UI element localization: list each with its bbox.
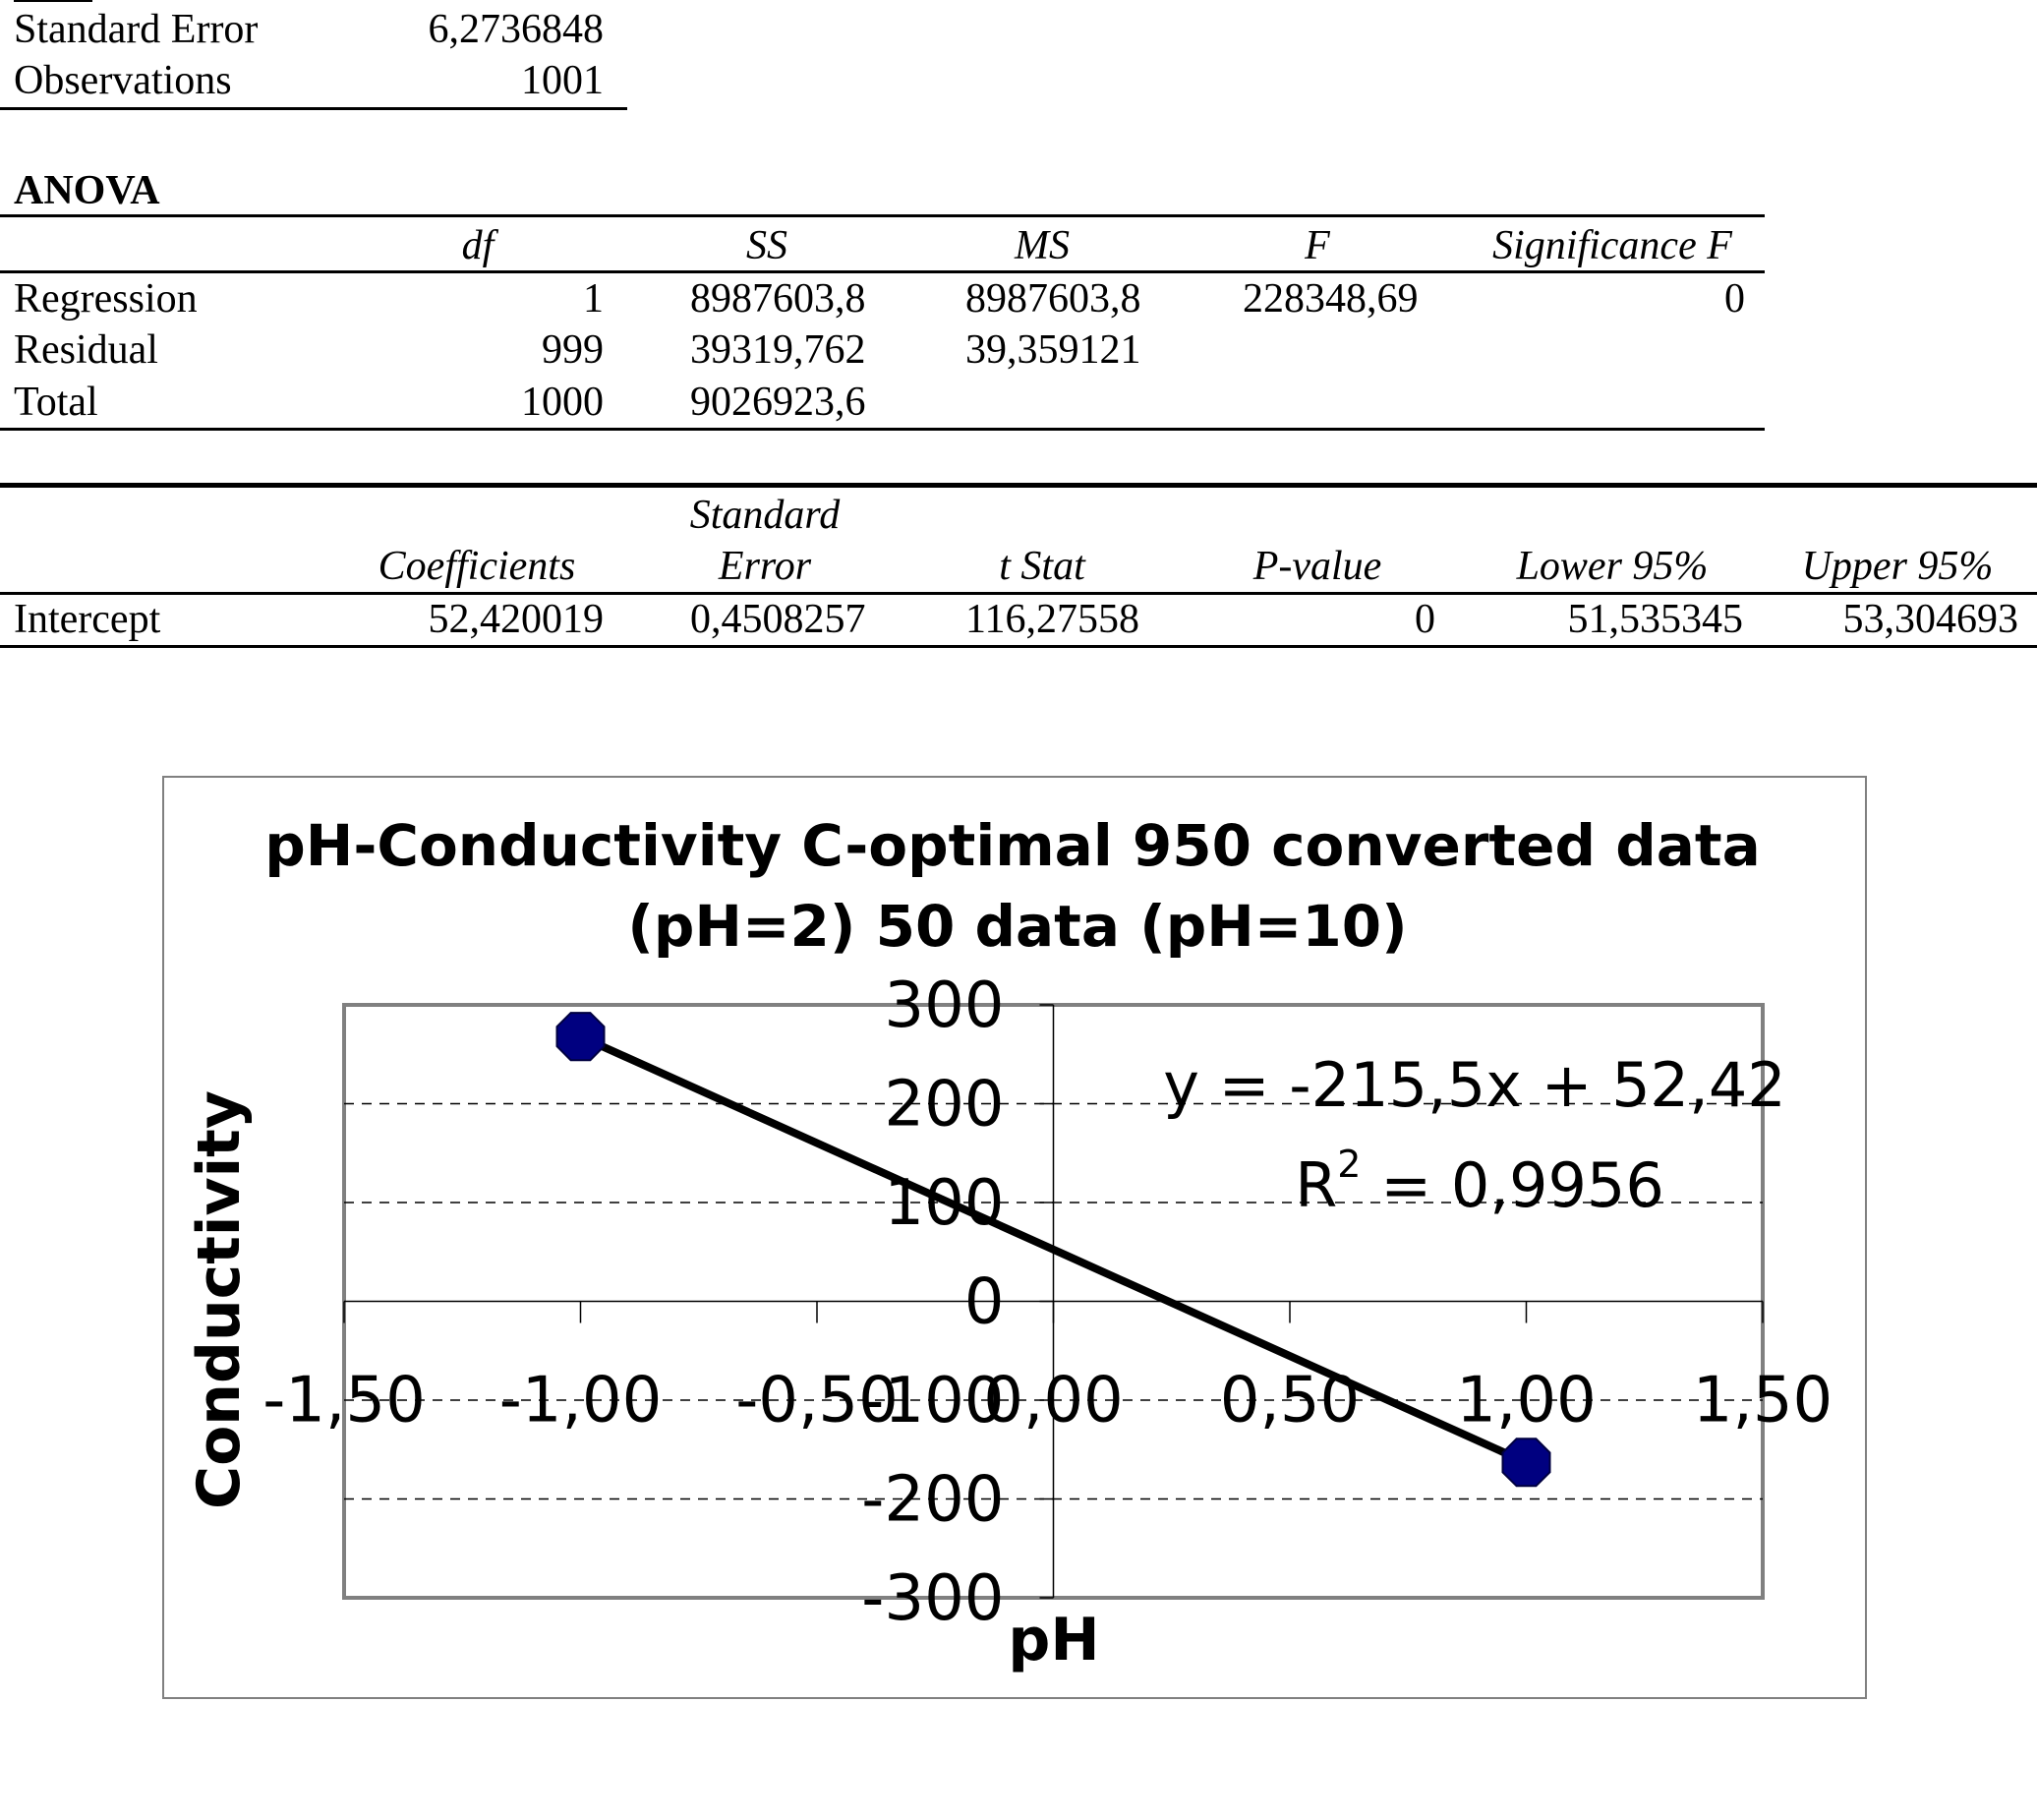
anova-bottom-rule bbox=[0, 428, 1765, 431]
coef-header-t-stat: t Stat bbox=[999, 544, 1085, 589]
anova-header-rule bbox=[0, 270, 1765, 273]
x-tick-label: -0,50 bbox=[735, 1365, 899, 1438]
coef-header-standard: Standard bbox=[689, 493, 841, 538]
r-squared-label: R2 = 0,9956 bbox=[1295, 1143, 1664, 1221]
summary-bottom-rule bbox=[0, 107, 627, 110]
x-tick-label: -1,00 bbox=[499, 1365, 663, 1438]
coef-header-coefficients: Coefficients bbox=[378, 544, 576, 589]
data-point bbox=[555, 1012, 606, 1062]
coef-cell: 116,27558 bbox=[965, 597, 1139, 642]
anova-header-ms: MS bbox=[1015, 223, 1070, 268]
coef-header-error: Error bbox=[718, 544, 812, 589]
coef-cell: 52,420019 bbox=[428, 597, 605, 642]
chart-title-line1: pH-Conductivity C-optimal 950 converted … bbox=[264, 812, 1760, 879]
anova-cell: 1 bbox=[583, 276, 604, 322]
coef-header-rule bbox=[0, 592, 2037, 595]
r-squared-value: = 0,9956 bbox=[1361, 1149, 1663, 1221]
top-cut-rule bbox=[14, 0, 92, 2]
anova-cell: 8987603,8 bbox=[690, 276, 866, 322]
anova-cell: 999 bbox=[542, 327, 604, 373]
coef-row-label-intercept: Intercept bbox=[14, 597, 161, 642]
r-squared-r: R bbox=[1295, 1149, 1337, 1221]
data-point bbox=[1501, 1438, 1551, 1488]
summary-value-observations: 1001 bbox=[521, 58, 604, 103]
coef-cell: 53,304693 bbox=[1842, 597, 2019, 642]
y-tick-label: 0 bbox=[964, 1266, 1005, 1339]
summary-label-observations: Observations bbox=[14, 58, 232, 103]
anova-cell: 8987603,8 bbox=[965, 276, 1141, 322]
anova-header-df: df bbox=[461, 223, 495, 268]
y-tick-label: 200 bbox=[884, 1069, 1004, 1142]
coef-header-upper-95: Upper 95% bbox=[1801, 544, 1994, 589]
y-tick-label: -100 bbox=[861, 1365, 1004, 1438]
anova-cell: 0 bbox=[1724, 276, 1745, 322]
chart-title-line2: (pH=2) 50 data (pH=10) bbox=[627, 893, 1407, 960]
anova-row-label: Regression bbox=[14, 276, 198, 322]
anova-cell: 228348,69 bbox=[1243, 276, 1419, 322]
coef-bottom-rule bbox=[0, 645, 2037, 648]
summary-label-standard-error: Standard Error bbox=[14, 7, 259, 52]
x-tick-label: -1,50 bbox=[262, 1365, 426, 1438]
anova-top-rule bbox=[0, 214, 1765, 217]
coef-cell: 0,4508257 bbox=[690, 597, 866, 642]
anova-header-f: F bbox=[1305, 223, 1330, 268]
x-tick-label: 1,00 bbox=[1456, 1365, 1597, 1438]
anova-header-ss: SS bbox=[746, 223, 787, 268]
coef-header-p-value: P-value bbox=[1252, 544, 1382, 589]
anova-row-label: Residual bbox=[14, 327, 158, 373]
anova-header-significance-f: Significance F bbox=[1492, 223, 1732, 268]
anova-cell: 9026923,6 bbox=[690, 380, 866, 425]
anova-title: ANOVA bbox=[14, 168, 160, 213]
y-axis-title: Conductivity bbox=[185, 1090, 254, 1509]
anova-row-label: Total bbox=[14, 380, 98, 425]
r-squared-sup: 2 bbox=[1337, 1143, 1361, 1186]
y-tick-label: -200 bbox=[861, 1464, 1004, 1537]
anova-cell: 39319,762 bbox=[690, 327, 866, 373]
x-axis-title: pH bbox=[1008, 1606, 1099, 1674]
y-tick-label: -300 bbox=[861, 1562, 1004, 1635]
x-tick-label: 1,50 bbox=[1693, 1365, 1833, 1438]
coef-top-rule bbox=[0, 483, 2037, 488]
chart-area-frame bbox=[162, 776, 1867, 1699]
coef-cell: 51,535345 bbox=[1567, 597, 1744, 642]
trendline bbox=[578, 1032, 1529, 1467]
anova-cell: 1000 bbox=[521, 380, 604, 425]
coef-cell: 0 bbox=[1415, 597, 1435, 642]
trendline-equation: y = -215,5x + 52,42 bbox=[1163, 1049, 1785, 1121]
anova-cell: 39,359121 bbox=[965, 327, 1141, 373]
plot-area: -1,50-1,00-0,500,000,501,001,50300200100… bbox=[262, 969, 1833, 1635]
y-tick-label: 300 bbox=[884, 969, 1004, 1042]
coef-header-lower-95: Lower 95% bbox=[1516, 544, 1709, 589]
summary-value-standard-error: 6,2736848 bbox=[428, 7, 605, 52]
